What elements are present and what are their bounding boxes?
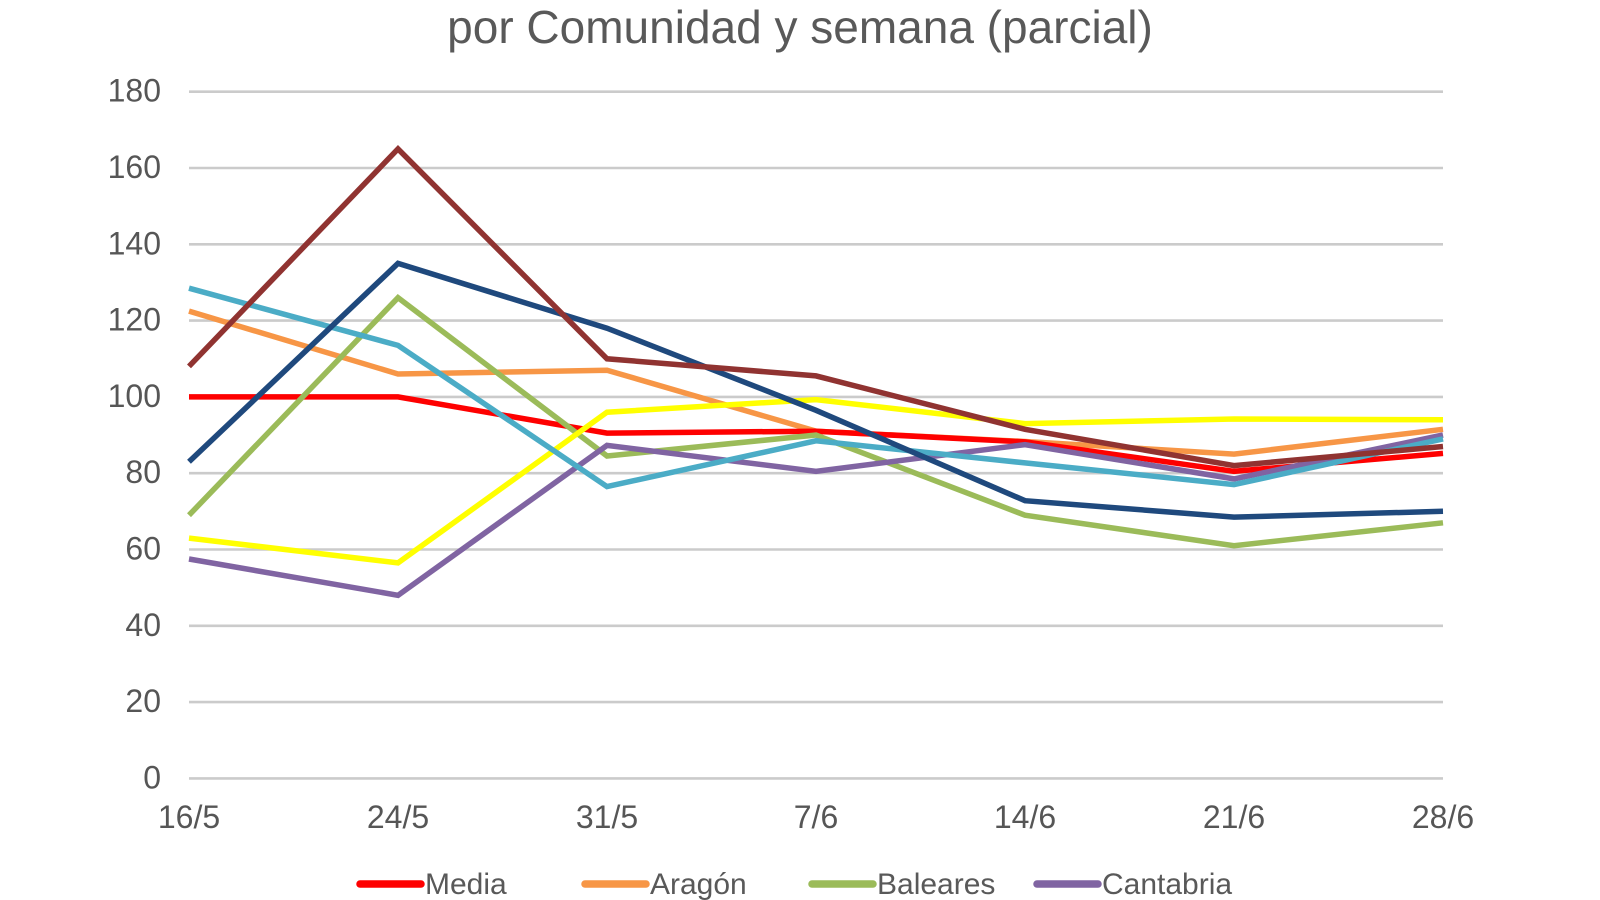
svg-text:31/5: 31/5 (576, 799, 638, 835)
svg-text:Cantabria: Cantabria (1102, 868, 1232, 900)
svg-text:16/5: 16/5 (158, 799, 220, 835)
svg-text:40: 40 (125, 607, 161, 643)
svg-text:0: 0 (143, 759, 161, 795)
svg-text:Media: Media (425, 868, 507, 900)
svg-text:80: 80 (125, 454, 161, 490)
svg-text:Baleares: Baleares (877, 868, 995, 900)
svg-text:28/6: 28/6 (1412, 799, 1474, 835)
svg-text:21/6: 21/6 (1203, 799, 1265, 835)
svg-text:por Comunidad y semana (parcia: por Comunidad y semana (parcial) (447, 1, 1153, 53)
svg-text:Aragón: Aragón (650, 868, 747, 900)
svg-text:24/5: 24/5 (367, 799, 429, 835)
svg-text:20: 20 (125, 683, 161, 719)
svg-text:7/6: 7/6 (794, 799, 838, 835)
svg-text:100: 100 (108, 378, 161, 414)
svg-text:180: 180 (108, 73, 161, 109)
svg-text:14/6: 14/6 (994, 799, 1056, 835)
svg-text:140: 140 (108, 225, 161, 261)
svg-text:60: 60 (125, 531, 161, 567)
svg-text:120: 120 (108, 302, 161, 338)
svg-text:160: 160 (108, 149, 161, 185)
